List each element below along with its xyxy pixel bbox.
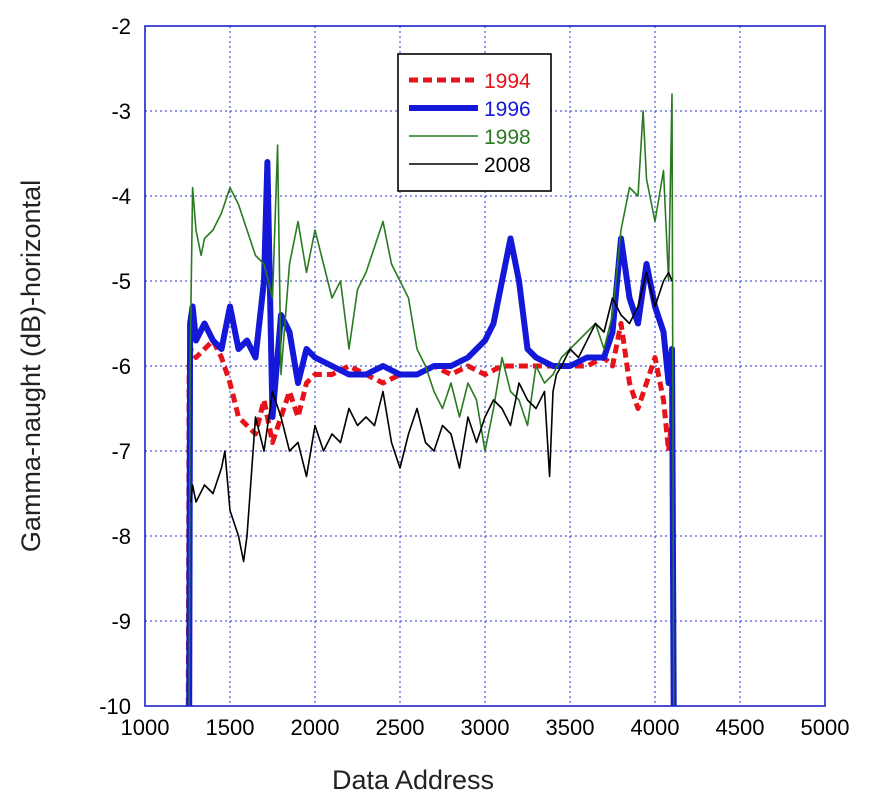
legend-label-1996: 1996 xyxy=(484,98,531,121)
y-tick-label: -5 xyxy=(111,269,131,294)
y-tick-label: -10 xyxy=(99,694,131,719)
series-line-1996 xyxy=(186,159,677,707)
series-line-1994 xyxy=(185,321,677,707)
x-tick-label: 3000 xyxy=(461,715,510,740)
plot-frame xyxy=(144,25,826,707)
grid-lines xyxy=(145,26,825,706)
legend-label-1994: 1994 xyxy=(484,70,531,93)
y-tick-labels: -2 -3 -4 -5 -6 -7 -8 -9 -10 xyxy=(99,14,131,719)
y-tick-label: -4 xyxy=(111,184,131,209)
x-tick-label: 3500 xyxy=(546,715,595,740)
series-line-2008 xyxy=(190,271,673,563)
x-axis-label: Data Address xyxy=(332,765,494,795)
y-tick-label: -6 xyxy=(111,354,131,379)
legend: 1994 1996 1998 2008 xyxy=(397,53,552,192)
y-tick-label: -2 xyxy=(111,14,131,39)
legend-label-1998: 1998 xyxy=(484,126,531,149)
legend-label-2008: 2008 xyxy=(484,154,531,177)
x-tick-label: 4000 xyxy=(631,715,680,740)
x-tick-label: 2000 xyxy=(291,715,340,740)
x-tick-label: 1000 xyxy=(121,715,170,740)
y-tick-label: -3 xyxy=(111,99,131,124)
y-tick-label: -7 xyxy=(111,439,131,464)
y-axis-label: Gamma-naught (dB)-horizontal xyxy=(16,180,46,552)
x-tick-label: 5000 xyxy=(801,715,850,740)
series-line-1998 xyxy=(188,93,675,707)
x-tick-label: 2500 xyxy=(376,715,425,740)
legend-box xyxy=(397,53,552,192)
x-tick-labels: 1000 1500 2000 2500 3000 3500 4000 4500 5000 xyxy=(121,715,850,740)
y-tick-label: -8 xyxy=(111,524,131,549)
y-tick-label: -9 xyxy=(111,609,131,634)
x-tick-label: 1500 xyxy=(206,715,255,740)
series-lines xyxy=(185,93,677,707)
x-tick-label: 4500 xyxy=(716,715,765,740)
